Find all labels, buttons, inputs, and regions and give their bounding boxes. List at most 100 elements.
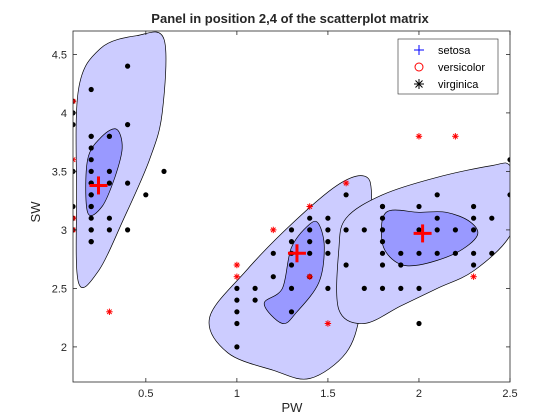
data-point-virginica <box>471 262 477 268</box>
data-point-versicolor <box>325 250 331 256</box>
legend-label-virginica: virginica <box>438 79 479 91</box>
outlier-stroke <box>452 133 458 139</box>
data-point-versicolor <box>234 309 240 315</box>
outlier-marker-versicolor <box>270 226 277 234</box>
asterisk-marker-icon <box>414 79 424 89</box>
x-axis-label: PW <box>282 400 304 415</box>
data-point-versicolor <box>325 215 331 221</box>
data-point-virginica <box>416 203 422 210</box>
data-point-virginica <box>434 192 440 198</box>
data-point-versicolor <box>288 239 295 245</box>
data-point-versicolor <box>234 297 240 303</box>
outlier-stroke <box>234 274 240 280</box>
cluster-centroids <box>89 176 432 263</box>
data-point-virginica <box>434 250 440 256</box>
data-point-setosa <box>88 145 94 151</box>
outlier-marker-setosa <box>73 156 77 163</box>
data-point-setosa <box>125 180 131 186</box>
data-point-virginica <box>398 250 404 256</box>
data-point-versicolor <box>361 227 367 233</box>
data-point-setosa <box>143 192 149 198</box>
region-inner-versicolor <box>263 220 325 325</box>
data-point-virginica <box>379 262 386 268</box>
data-point-versicolor <box>288 262 295 268</box>
y-axis-ticks: 2 2.5 3 3.5 4 4.5 <box>52 49 510 354</box>
data-point-versicolor <box>343 227 349 233</box>
data-point-setosa <box>106 215 112 221</box>
outlier-stroke <box>73 157 76 161</box>
chart-title: Panel in position 2,4 of the scatterplot… <box>151 11 429 26</box>
data-point-virginica <box>379 239 386 245</box>
data-point-setosa <box>88 227 94 233</box>
data-point-setosa <box>88 192 94 198</box>
outlier-stroke <box>470 274 477 280</box>
data-points <box>73 63 510 350</box>
data-point-virginica <box>471 203 477 210</box>
data-point-virginica <box>398 262 404 268</box>
data-point-virginica <box>471 227 477 233</box>
y-tick-label: 4.5 <box>52 49 67 61</box>
plus-marker-icon <box>414 45 424 55</box>
data-point-setosa <box>88 203 94 210</box>
data-point-virginica <box>379 227 386 233</box>
outlier-stroke <box>73 217 76 221</box>
data-point-virginica <box>416 227 422 233</box>
centroid-marker-setosa <box>89 176 108 195</box>
outlier-marker-versicolor <box>233 273 241 280</box>
data-point-virginica <box>434 227 440 233</box>
outlier-marker-setosa <box>73 98 77 105</box>
data-point-setosa <box>88 168 94 174</box>
data-point-virginica <box>434 215 440 221</box>
outlier-stroke <box>416 133 422 139</box>
data-point-setosa <box>106 227 112 233</box>
data-point-virginica <box>379 250 386 256</box>
outlier-marker-setosa <box>73 215 77 222</box>
data-point-versicolor <box>234 344 240 350</box>
data-point-versicolor <box>307 239 313 245</box>
data-point-versicolor <box>288 227 295 233</box>
axes-frame <box>72 30 511 383</box>
data-point-setosa <box>106 168 112 174</box>
region-outer-setosa <box>75 31 167 288</box>
data-point-virginica <box>471 250 477 256</box>
data-point-setosa <box>88 133 94 139</box>
outlier-stroke <box>307 274 313 280</box>
x-tick-label: 2 <box>416 388 422 400</box>
data-point-versicolor <box>325 227 331 233</box>
data-point-virginica <box>379 203 386 210</box>
x-axis-ticks: 0.5 1 1.5 2 2.5 <box>138 31 518 400</box>
outlier-marker-versicolor <box>306 203 313 210</box>
x-tick-label: 2.5 <box>502 388 517 400</box>
data-point-virginica <box>507 157 510 163</box>
data-point-virginica <box>452 227 458 233</box>
data-point-versicolor <box>270 250 276 256</box>
y-tick-label: 3 <box>61 225 67 237</box>
outlier-marker-virginica <box>415 133 423 140</box>
legend-label-versicolor: versicolor <box>438 62 485 74</box>
y-axis-label: SW <box>28 201 43 223</box>
outlier-stroke <box>234 262 240 268</box>
outlier-marker-virginica <box>470 273 477 280</box>
outlier-stroke <box>325 320 331 327</box>
data-point-versicolor <box>307 227 313 233</box>
data-point-setosa <box>125 122 131 128</box>
y-tick-label: 2.5 <box>52 283 67 295</box>
x-tick-label: 1.5 <box>320 388 335 400</box>
centroid-marker-virginica <box>413 224 432 243</box>
data-point-virginica <box>416 320 422 327</box>
outlier-stroke <box>307 203 313 210</box>
data-point-virginica <box>416 285 422 291</box>
legend-item-setosa: setosa <box>414 45 471 57</box>
outlier-marker-setosa <box>106 308 113 315</box>
data-point-versicolor <box>234 320 240 327</box>
data-point-versicolor <box>270 274 276 280</box>
data-point-setosa <box>106 133 112 139</box>
outlier-stroke <box>343 180 349 186</box>
y-tick-label: 3.5 <box>52 166 67 178</box>
x-tick-label: 1 <box>234 388 240 400</box>
legend: setosa versicolor virginica <box>397 38 499 95</box>
outlier-stroke <box>73 158 76 163</box>
data-point-virginica <box>471 215 477 221</box>
confidence-regions <box>75 31 510 380</box>
